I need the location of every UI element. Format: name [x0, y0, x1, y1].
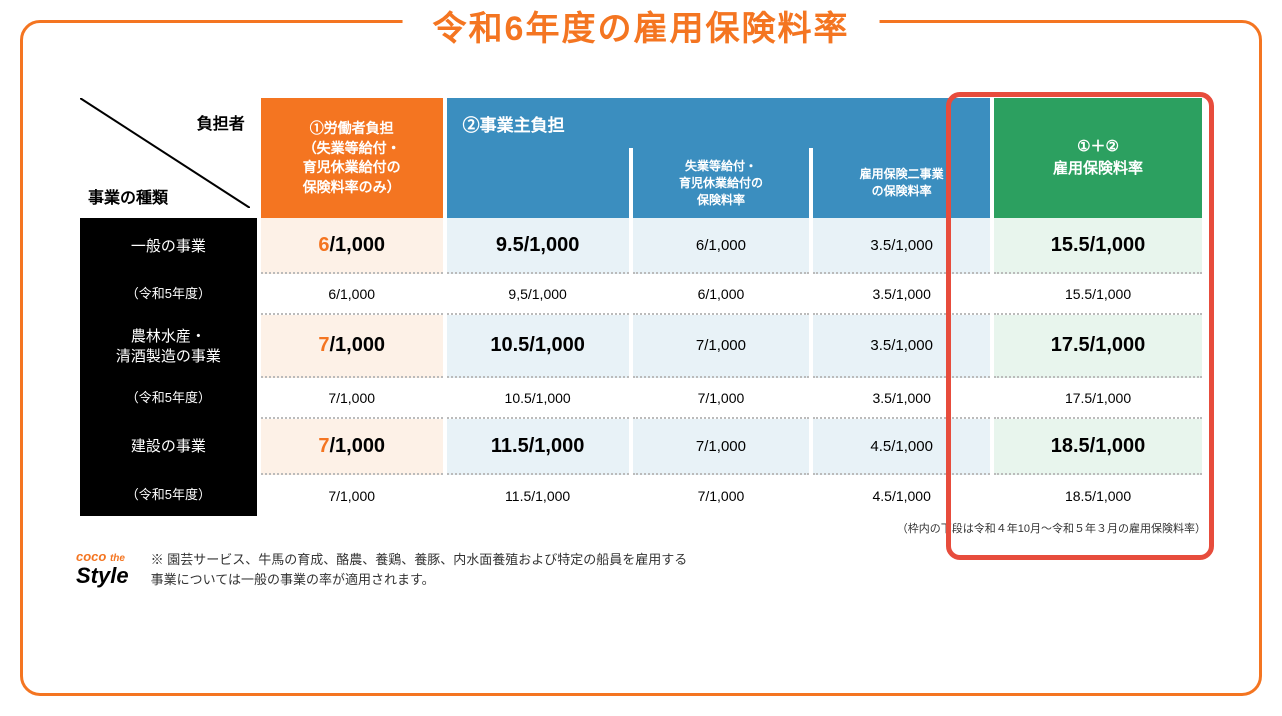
- cell-sub2: 3.5/1,000: [813, 274, 990, 315]
- table-area: 負担者 事業の種類 ①労働者負担 （失業等給付・ 育児休業給付の 保険料率のみ）…: [76, 98, 1206, 589]
- cell-total: 17.5/1,000: [994, 378, 1202, 419]
- table-row: （令和5年度）6/1,0009,5/1,0006/1,0003.5/1,0001…: [80, 274, 1202, 315]
- cell-sub1: 7/1,000: [633, 475, 810, 516]
- cell-employer: 9.5/1,000: [447, 218, 629, 274]
- bottom-row: coco the Style ※ 園芸サービス、牛馬の育成、酪農、養鶏、養豚、内…: [76, 550, 1206, 589]
- cell-sub1: 6/1,000: [633, 218, 810, 274]
- cell-total: 18.5/1,000: [994, 475, 1202, 516]
- table-row: （令和5年度）7/1,00010.5/1,0007/1,0003.5/1,000…: [80, 378, 1202, 419]
- cell-employer: 10.5/1,000: [447, 315, 629, 378]
- table-body: 一般の事業6/1,0009.5/1,0006/1,0003.5/1,00015.…: [80, 218, 1202, 516]
- corner-top-label: 負担者: [197, 110, 245, 134]
- cell-sub1: 7/1,000: [633, 419, 810, 475]
- cell-total: 15.5/1,000: [994, 274, 1202, 315]
- cell-employer: 10.5/1,000: [447, 378, 629, 419]
- cell-total: 18.5/1,000: [994, 419, 1202, 475]
- row-label-prev: （令和5年度）: [80, 378, 257, 419]
- cell-sub1: 6/1,000: [633, 274, 810, 315]
- cell-worker: 7/1,000: [261, 475, 443, 516]
- note-text: ※ 園芸サービス、牛馬の育成、酪農、養鶏、養豚、内水面養殖および特定の船員を雇用…: [151, 550, 688, 589]
- cell-employer: 9,5/1,000: [447, 274, 629, 315]
- table-row: 一般の事業6/1,0009.5/1,0006/1,0003.5/1,00015.…: [80, 218, 1202, 274]
- header-total: ①＋② 雇用保険料率: [994, 98, 1202, 218]
- cell-worker: 7/1,000: [261, 315, 443, 378]
- cell-employer: 11.5/1,000: [447, 419, 629, 475]
- header-employer-main: ②事業主負担: [447, 98, 990, 148]
- header-worker: ①労働者負担 （失業等給付・ 育児休業給付の 保険料率のみ）: [261, 98, 443, 218]
- table-row: 建設の事業7/1,00011.5/1,0007/1,0004.5/1,00018…: [80, 419, 1202, 475]
- rate-table: 負担者 事業の種類 ①労働者負担 （失業等給付・ 育児休業給付の 保険料率のみ）…: [76, 98, 1206, 516]
- header-employer-empty: [447, 148, 629, 218]
- row-label-prev: （令和5年度）: [80, 475, 257, 516]
- row-label-prev: （令和5年度）: [80, 274, 257, 315]
- cell-sub2: 3.5/1,000: [813, 315, 990, 378]
- cell-sub2: 3.5/1,000: [813, 218, 990, 274]
- main-frame: 令和6年度の雇用保険料率 負担者 事業の種類 ①労働者負担 （失業等給付・ 育児…: [20, 20, 1262, 696]
- logo: coco the Style: [76, 551, 129, 589]
- cell-employer: 11.5/1,000: [447, 475, 629, 516]
- page-title: 令和6年度の雇用保険料率: [433, 1, 850, 50]
- header-employer-sub1: 失業等給付・ 育児休業給付の 保険料率: [633, 148, 810, 218]
- cell-worker: 6/1,000: [261, 218, 443, 274]
- cell-sub1: 7/1,000: [633, 378, 810, 419]
- cell-worker: 7/1,000: [261, 378, 443, 419]
- cell-total: 15.5/1,000: [994, 218, 1202, 274]
- corner-cell: 負担者 事業の種類: [80, 98, 257, 218]
- table-row: 農林水産・ 清酒製造の事業7/1,00010.5/1,0007/1,0003.5…: [80, 315, 1202, 378]
- cell-sub2: 4.5/1,000: [813, 475, 990, 516]
- cell-sub1: 7/1,000: [633, 315, 810, 378]
- corner-bottom-label: 事業の種類: [88, 184, 168, 208]
- cell-sub2: 3.5/1,000: [813, 378, 990, 419]
- footnote: （枠内の下段は令和４年10月～令和５年３月の雇用保険料率）: [76, 520, 1206, 536]
- row-label: 農林水産・ 清酒製造の事業: [80, 315, 257, 378]
- cell-worker: 7/1,000: [261, 419, 443, 475]
- cell-sub2: 4.5/1,000: [813, 419, 990, 475]
- cell-worker: 6/1,000: [261, 274, 443, 315]
- title-wrap: 令和6年度の雇用保険料率: [403, 1, 880, 50]
- header-employer-sub2: 雇用保険二事業 の保険料率: [813, 148, 990, 218]
- table-row: （令和5年度）7/1,00011.5/1,0007/1,0004.5/1,000…: [80, 475, 1202, 516]
- row-label: 建設の事業: [80, 419, 257, 475]
- cell-total: 17.5/1,000: [994, 315, 1202, 378]
- row-label: 一般の事業: [80, 218, 257, 274]
